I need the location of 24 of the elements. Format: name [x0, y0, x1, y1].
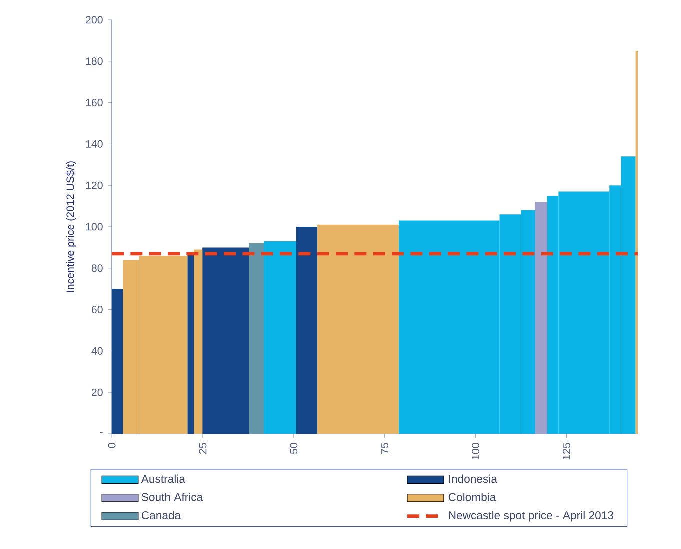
- legend-label: Colombia: [448, 492, 496, 502]
- y-tick-label: 80: [92, 264, 103, 272]
- legend-label: Newcastle spot price - April 2013: [449, 511, 614, 522]
- x-tick-label: 100: [472, 443, 480, 460]
- y-tick-label: 20: [92, 388, 103, 396]
- y-tick-label: -: [100, 432, 103, 434]
- legend-label: Indonesia: [449, 474, 498, 484]
- y-tick-label: 200: [86, 16, 103, 24]
- legend-label: Australia: [141, 474, 186, 484]
- x-tick-label: 125: [562, 443, 570, 460]
- legend-label: South Africa: [142, 492, 204, 502]
- y-tick-label: 180: [86, 58, 103, 66]
- y-axis-title: Incentive price (2012 US$/t): [66, 162, 76, 292]
- y-tick-label: 100: [86, 223, 103, 231]
- x-tick-label: 0: [108, 443, 116, 448]
- legend-label: Canada: [142, 511, 182, 520]
- y-tick-label: 140: [86, 140, 103, 148]
- y-tick-label: 60: [92, 306, 103, 314]
- x-tick-label: 50: [290, 443, 298, 454]
- y-tick-label: 40: [92, 347, 103, 355]
- x-tick-label: 75: [381, 443, 389, 454]
- y-tick-label: 160: [86, 99, 103, 107]
- x-tick-label: 25: [199, 443, 207, 454]
- y-tick-label: 120: [86, 182, 103, 190]
